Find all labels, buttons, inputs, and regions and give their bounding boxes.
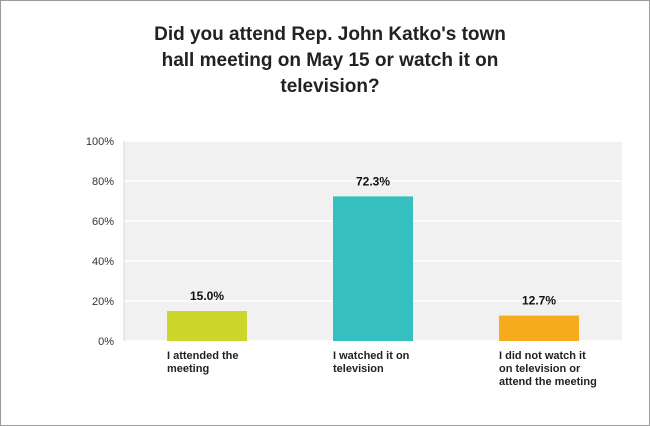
bar <box>333 196 413 341</box>
chart-title: Did you attend Rep. John Katko's town ha… <box>154 24 506 97</box>
bar <box>167 311 247 341</box>
y-tick-label: 100% <box>86 136 114 148</box>
y-tick-label: 80% <box>92 176 114 188</box>
x-tick-label: I attended the meeting <box>167 350 239 375</box>
data-label: 15.0% <box>190 289 224 303</box>
y-tick-label: 60% <box>92 216 114 228</box>
y-tick-label: 40% <box>92 256 114 268</box>
y-tick-label: 20% <box>92 296 114 308</box>
bar <box>499 315 579 341</box>
x-tick-label: I did not watch it on television or attend… <box>499 350 597 388</box>
data-label: 12.7% <box>522 294 556 308</box>
data-label: 72.3% <box>356 174 390 188</box>
y-tick-label: 0% <box>98 336 114 348</box>
x-tick-label: I watched it on television <box>333 350 410 375</box>
